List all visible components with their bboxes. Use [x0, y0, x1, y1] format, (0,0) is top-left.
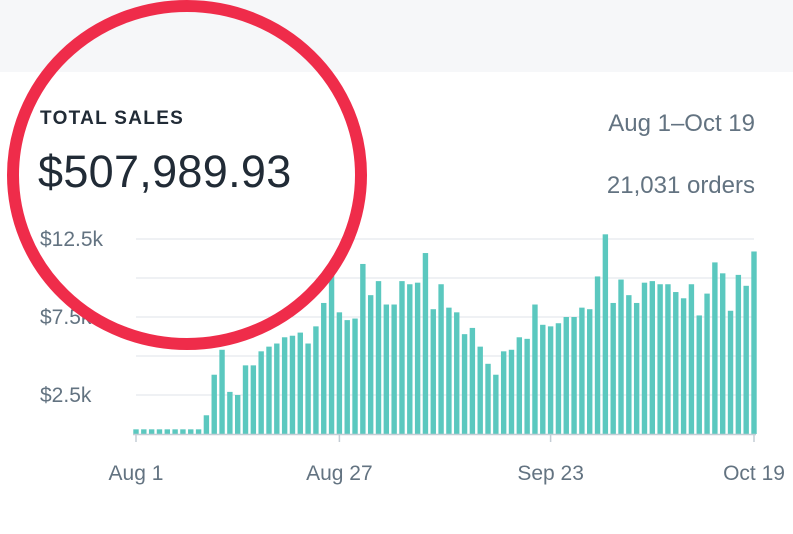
- metric-title: TOTAL SALES: [40, 108, 185, 129]
- bar: [641, 282, 648, 434]
- bar: [727, 310, 734, 434]
- bar: [508, 349, 515, 434]
- bar: [328, 270, 335, 434]
- bar: [383, 304, 390, 434]
- bar: [493, 374, 499, 434]
- bar: [579, 307, 585, 434]
- bar: [422, 253, 429, 434]
- bar: [227, 391, 233, 434]
- bar: [446, 307, 452, 434]
- y-tick-label: $2.5k: [40, 384, 92, 407]
- orders-count: 21,031 orders: [606, 172, 755, 199]
- bar: [141, 429, 147, 434]
- bar: [751, 251, 757, 434]
- bar: [735, 274, 742, 434]
- x-tick-label: Oct 19: [723, 462, 785, 485]
- bar: [657, 284, 663, 434]
- bar: [336, 312, 343, 434]
- bar: [203, 415, 210, 434]
- bar: [281, 337, 288, 434]
- bar: [485, 363, 491, 434]
- bar: [148, 429, 155, 434]
- total-sales-value: $507,989.93: [38, 146, 292, 197]
- bar: [673, 292, 679, 434]
- bar: [211, 374, 217, 434]
- bar: [516, 337, 523, 434]
- bar: [258, 351, 264, 434]
- bar: [547, 326, 554, 434]
- bar: [266, 346, 272, 434]
- bar: [626, 295, 632, 434]
- bar: [540, 324, 546, 434]
- bar: [524, 338, 530, 434]
- bar: [360, 263, 366, 434]
- bar: [391, 304, 397, 434]
- bar: [289, 335, 296, 434]
- bar: [696, 315, 702, 434]
- bar: [180, 429, 186, 434]
- bar: [352, 318, 358, 434]
- bar: [602, 234, 609, 434]
- bar: [633, 302, 640, 434]
- date-range[interactable]: Aug 1–Oct 19: [608, 110, 755, 137]
- bar: [743, 285, 749, 434]
- x-tick-label: Aug 27: [306, 462, 373, 485]
- bar: [454, 312, 460, 434]
- bar: [532, 304, 538, 434]
- y-tick-label: $12.5k: [40, 228, 104, 251]
- bar: [720, 273, 726, 434]
- bar: [219, 349, 225, 434]
- bar: [250, 365, 257, 434]
- bar: [571, 317, 577, 434]
- bar: [500, 351, 507, 434]
- bar: [344, 320, 350, 434]
- bar: [555, 323, 562, 434]
- bar: [665, 284, 671, 434]
- bar: [563, 317, 569, 434]
- bar: [274, 343, 280, 434]
- bar: [188, 429, 194, 434]
- bar: [469, 327, 476, 434]
- bar: [399, 281, 405, 434]
- x-tick-label: Sep 23: [517, 462, 584, 485]
- bar: [618, 279, 624, 434]
- bar: [688, 284, 695, 434]
- bar: [712, 262, 718, 434]
- x-tick-label: Aug 1: [109, 462, 164, 485]
- bar: [164, 429, 170, 434]
- bar: [704, 293, 710, 434]
- bar: [313, 326, 319, 434]
- bar: [461, 334, 468, 434]
- bar: [587, 309, 593, 434]
- bar: [321, 302, 327, 434]
- bar: [297, 332, 303, 434]
- bar: [367, 295, 374, 434]
- bar: [234, 395, 241, 434]
- bar: [195, 429, 202, 434]
- bar: [610, 302, 616, 434]
- bar: [133, 429, 139, 434]
- bar: [242, 365, 249, 434]
- bar: [680, 298, 687, 434]
- bar: [172, 429, 178, 434]
- bar: [594, 276, 601, 434]
- bar: [156, 429, 163, 434]
- bar: [414, 282, 421, 434]
- bar: [438, 284, 444, 434]
- bar: [430, 309, 436, 434]
- bar: [649, 281, 656, 434]
- bar: [407, 284, 413, 434]
- bar: [375, 281, 382, 434]
- bar: [305, 343, 311, 434]
- bar: [477, 346, 483, 434]
